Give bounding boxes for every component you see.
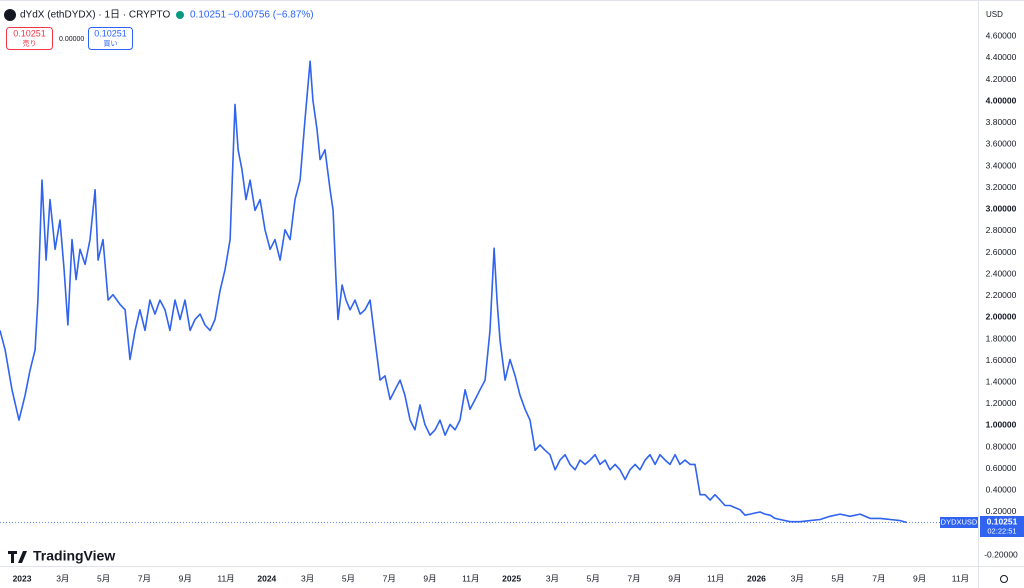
y-tick-label: 2.20000 bbox=[986, 290, 1017, 300]
x-tick-label: 7月 bbox=[383, 573, 396, 583]
x-tick-label: 5月 bbox=[97, 573, 110, 583]
y-tick-label: 3.40000 bbox=[986, 160, 1017, 170]
x-tick-label: 7月 bbox=[138, 573, 151, 583]
buy-label: 買い bbox=[104, 39, 118, 47]
sell-price: 0.10251 bbox=[13, 28, 46, 38]
brand-name: TradingView bbox=[33, 548, 115, 564]
x-tick-label: 11月 bbox=[217, 573, 234, 583]
x-tick-label: 3月 bbox=[56, 573, 69, 583]
y-tick-label: 4.20000 bbox=[986, 74, 1017, 84]
x-tick-label: 5月 bbox=[587, 573, 600, 583]
x-tick-label: 11月 bbox=[707, 573, 724, 583]
y-tick-label: 4.40000 bbox=[986, 52, 1017, 62]
y-tick-label: 1.20000 bbox=[986, 398, 1017, 408]
symbol-title[interactable]: dYdX (ethDYDX) · 1日 · CRYPTO bbox=[20, 10, 170, 21]
x-tick-label: 7月 bbox=[872, 573, 885, 583]
price-badge bbox=[980, 516, 1024, 537]
price-line bbox=[0, 60, 908, 524]
x-tick-label: 9月 bbox=[423, 573, 436, 583]
y-tick-label: 0.80000 bbox=[986, 441, 1017, 451]
x-tick-label: 5月 bbox=[342, 573, 355, 583]
y-tick-label: 1.80000 bbox=[986, 333, 1017, 343]
y-tick-label: 0.20000 bbox=[986, 506, 1017, 516]
symbol-badge-text: DYDXUSD bbox=[941, 517, 978, 526]
x-tick-label: 2026 bbox=[747, 573, 766, 583]
y-tick-label: 3.00000 bbox=[986, 204, 1017, 214]
price-change: −0.00756 (−6.87%) bbox=[228, 10, 314, 21]
sell-label: 売り bbox=[23, 38, 37, 47]
y-tick-label: 1.00000 bbox=[986, 420, 1017, 430]
last-price: 0.10251 bbox=[190, 10, 227, 21]
x-tick-label: 2023 bbox=[13, 573, 32, 583]
x-tick-label: 2024 bbox=[257, 573, 276, 583]
buy-price: 0.10251 bbox=[94, 28, 127, 38]
x-tick-label: 9月 bbox=[913, 573, 926, 583]
y-tick-label: 2.60000 bbox=[986, 247, 1017, 257]
price-label-group: DYDXUSD 0.10251 02:22:51 bbox=[940, 516, 1024, 537]
y-tick-label: 2.00000 bbox=[986, 312, 1017, 322]
brand-logo bbox=[8, 551, 27, 563]
y-tick-label: 3.20000 bbox=[986, 182, 1017, 192]
x-tick-label: 5月 bbox=[831, 573, 844, 583]
y-tick-label: 2.40000 bbox=[986, 268, 1017, 278]
x-tick-label: 11月 bbox=[952, 573, 969, 583]
y-tick-label: 1.60000 bbox=[986, 355, 1017, 365]
spread: 0.00000 bbox=[59, 36, 84, 43]
x-tick-label: 3月 bbox=[301, 573, 314, 583]
y-tick-label: 0.60000 bbox=[986, 463, 1017, 473]
y-tick-label: 3.60000 bbox=[986, 139, 1017, 149]
y-tick-label: 1.40000 bbox=[986, 376, 1017, 386]
x-tick-label: 3月 bbox=[546, 573, 559, 583]
currency[interactable]: USD bbox=[986, 10, 1003, 19]
x-tick-label: 7月 bbox=[627, 573, 640, 583]
x-tick-label: 9月 bbox=[668, 573, 681, 583]
x-tick-label: 2025 bbox=[502, 573, 521, 583]
y-tick-label: 4.60000 bbox=[986, 31, 1017, 41]
x-tick-label: 9月 bbox=[179, 573, 192, 583]
y-tick-label: -0.20000 bbox=[984, 549, 1018, 559]
x-tick-label: 11月 bbox=[462, 573, 479, 583]
market-status[interactable] bbox=[176, 11, 184, 19]
y-tick-label: 0.40000 bbox=[986, 485, 1017, 495]
y-tick-label: 2.80000 bbox=[986, 225, 1017, 235]
price-badge-text: 0.10251 bbox=[987, 516, 1018, 526]
settings-icon[interactable] bbox=[1000, 575, 1008, 583]
sell-button[interactable] bbox=[6, 27, 53, 50]
buy-button[interactable] bbox=[88, 27, 133, 50]
symbol-icon bbox=[4, 9, 16, 21]
y-tick-label: 3.80000 bbox=[986, 117, 1017, 127]
symbol-badge bbox=[940, 517, 978, 528]
plot-area: -0.20000 0.20000 0.40000 0.60000 0.80000 1.00… bbox=[0, 31, 1018, 583]
countdown: 02:22:51 bbox=[987, 526, 1016, 535]
y-tick-label: 4.00000 bbox=[986, 95, 1017, 105]
x-tick-label: 3月 bbox=[791, 573, 804, 583]
